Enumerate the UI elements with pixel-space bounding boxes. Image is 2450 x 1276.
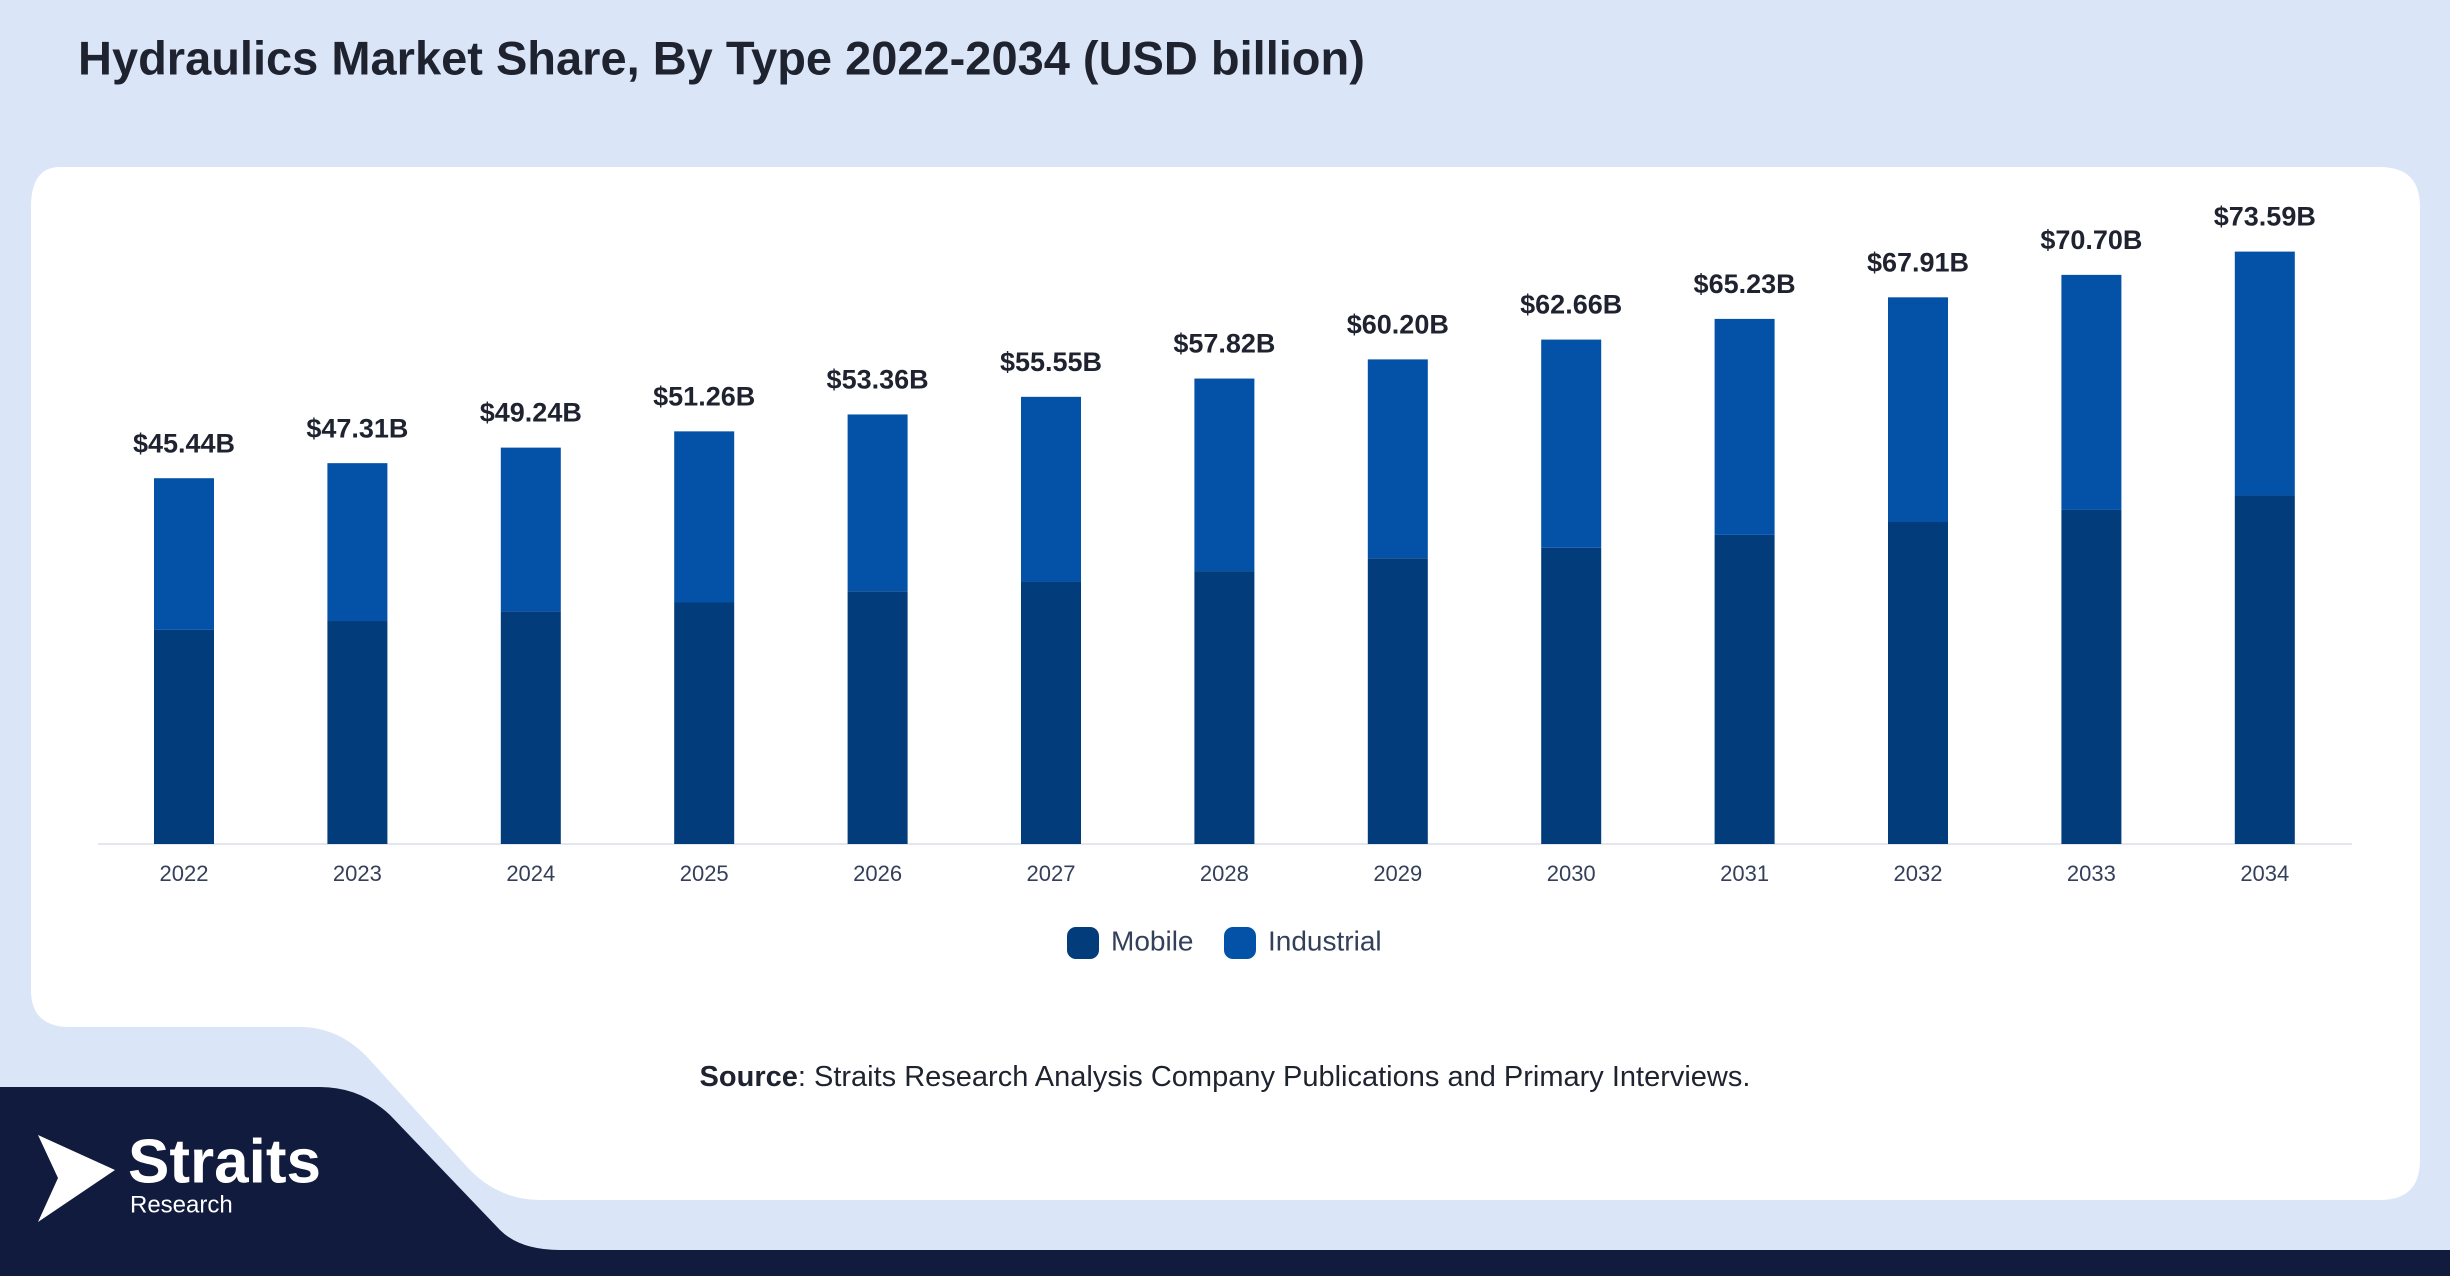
bar-segment [500,611,561,844]
x-tick-label: 2030 [1547,861,1596,886]
legend-label: Mobile [1111,925,1193,956]
total-label: $60.20B [1347,310,1449,340]
bar-segment [1888,297,1948,522]
x-tick-label: 2026 [853,861,902,886]
bar-segment [1367,359,1428,559]
bar-segment [1888,522,1948,844]
total-label: $45.44B [133,428,235,458]
bar-segment [1194,571,1255,844]
x-tick-label: 2027 [1027,861,1076,886]
total-label: $65.23B [1694,269,1796,299]
total-label: $62.66B [1520,290,1622,320]
x-tick-label: 2031 [1720,861,1769,886]
bar-segment [1021,396,1081,582]
bar-segment [1714,534,1775,844]
bar-segment [500,447,561,612]
x-tick-label: 2034 [2240,861,2289,886]
bar-segment [847,414,908,592]
total-label: $47.31B [306,413,408,443]
x-tick-label: 2033 [2067,861,2116,886]
bar-segment [1541,339,1602,548]
total-label: $70.70B [2040,225,2142,255]
x-tick-label: 2024 [506,861,555,886]
total-label: $53.36B [827,365,929,395]
x-tick-label: 2032 [1894,861,1943,886]
source: Source: Straits Research Analysis Compan… [700,1061,1751,1093]
x-tick-label: 2028 [1200,861,1249,886]
x-tick-label: 2022 [160,861,209,886]
bar-segment [2061,509,2122,844]
total-label: $67.91B [1867,247,1969,277]
x-tick-label: 2029 [1373,861,1422,886]
x-tick-label: 2023 [333,861,382,886]
total-label: $49.24B [480,398,582,428]
bar-segment [847,591,908,844]
total-label: $57.82B [1173,329,1275,359]
bar-segment [1194,378,1255,572]
total-label: $51.26B [653,381,755,411]
bar-segment [1021,581,1081,844]
footer-band [0,1087,2450,1276]
bar-segment [327,621,388,844]
legend-swatch [1067,927,1099,959]
total-label: $73.59B [2214,202,2316,232]
bar-segment [1714,318,1775,535]
bar-segment [2061,274,2122,510]
bar-segment [2234,495,2295,844]
bar-segment [1541,547,1602,844]
bar-segment [327,463,388,622]
total-label: $55.55B [1000,347,1102,377]
legend-swatch [1224,927,1256,959]
logo-sub: Research [130,1191,233,1218]
bar-segment [674,431,735,603]
chart-title: Hydraulics Market Share, By Type 2022-20… [78,31,1365,84]
bar-segment [154,478,214,630]
logo-name: Straits [128,1127,321,1196]
bar-segment [1367,558,1428,844]
bar-segment [154,629,214,844]
logo-mark [38,1135,115,1222]
source-text: : Straits Research Analysis Company Publ… [798,1061,1751,1093]
source-label: Source [700,1061,798,1093]
bar-segment [2234,251,2295,496]
bar-segment [674,602,735,844]
x-tick-label: 2025 [680,861,729,886]
legend-label: Industrial [1268,925,1382,956]
